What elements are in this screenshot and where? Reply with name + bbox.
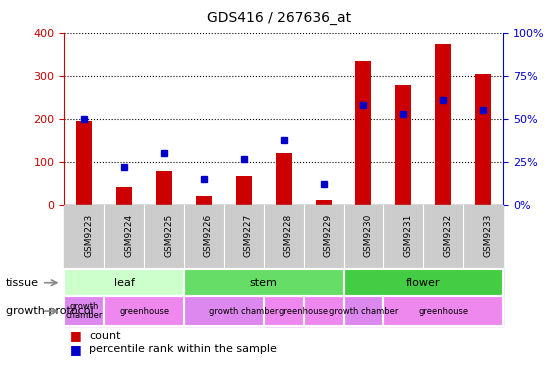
Text: growth chamber: growth chamber [329, 307, 398, 315]
Bar [475, 74, 491, 205]
Text: GSM9232: GSM9232 [443, 214, 452, 257]
Text: growth chamber: growth chamber [209, 307, 278, 315]
Text: GSM9224: GSM9224 [124, 214, 133, 257]
Text: GSM9228: GSM9228 [284, 214, 293, 257]
Bar [236, 176, 252, 205]
Bar [156, 171, 172, 205]
Text: growth protocol: growth protocol [6, 306, 93, 316]
Text: tissue: tissue [6, 278, 39, 288]
Bar [196, 196, 212, 205]
Text: GSM9229: GSM9229 [324, 214, 333, 257]
Bar [116, 187, 132, 205]
Text: count: count [89, 331, 121, 341]
Text: greenhouse: greenhouse [418, 307, 468, 315]
Text: GSM9231: GSM9231 [404, 214, 413, 257]
Bar [76, 121, 92, 205]
Bar [316, 200, 331, 205]
Bar [395, 85, 411, 205]
Bar [356, 61, 372, 205]
Text: GSM9230: GSM9230 [363, 214, 372, 257]
Text: leaf: leaf [113, 278, 135, 288]
Text: GSM9223: GSM9223 [84, 214, 93, 257]
Text: GDS416 / 267636_at: GDS416 / 267636_at [207, 11, 352, 25]
Bar [435, 44, 451, 205]
Text: GSM9233: GSM9233 [483, 214, 492, 257]
Text: ■: ■ [70, 329, 82, 343]
Text: GSM9225: GSM9225 [164, 214, 173, 257]
Text: percentile rank within the sample: percentile rank within the sample [89, 344, 277, 354]
Text: greenhouse: greenhouse [278, 307, 329, 315]
Text: GSM9226: GSM9226 [204, 214, 213, 257]
Text: growth
chamber: growth chamber [65, 302, 103, 321]
Text: ■: ■ [70, 343, 82, 356]
Text: stem: stem [250, 278, 278, 288]
Text: flower: flower [406, 278, 440, 288]
Text: greenhouse: greenhouse [119, 307, 169, 315]
Bar [276, 153, 292, 205]
Text: GSM9227: GSM9227 [244, 214, 253, 257]
